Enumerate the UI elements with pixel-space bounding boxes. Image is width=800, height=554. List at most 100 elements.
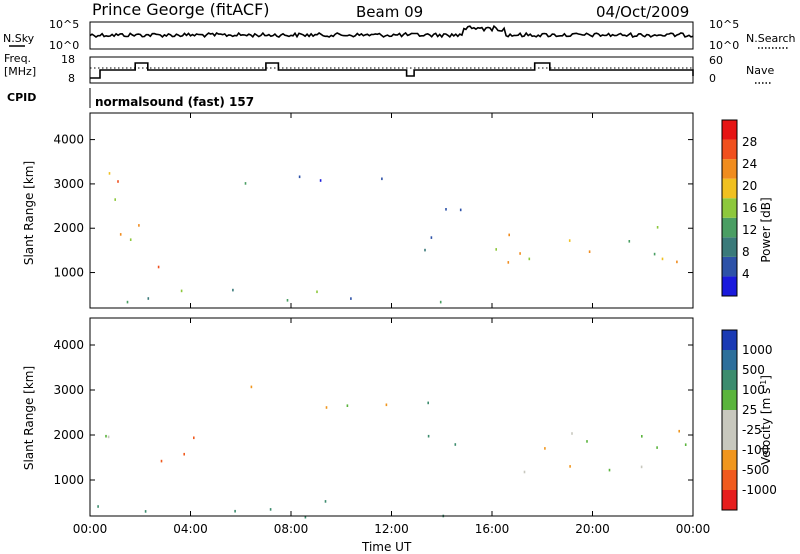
velocity-colorbar-label-text: Velocity [m s xyxy=(759,388,773,465)
power-panel: 1000 2000 3000 4000 Slant Range [km] xyxy=(22,112,694,309)
data-cell xyxy=(232,288,234,292)
colorbar-segment xyxy=(722,178,737,199)
beam-title: Beam 09 xyxy=(356,3,423,21)
data-cell xyxy=(117,180,119,183)
data-cell xyxy=(286,299,289,302)
data-cell xyxy=(107,435,110,439)
data-cell xyxy=(319,179,322,182)
time-tick-label: 00:00 xyxy=(73,522,108,536)
data-cell xyxy=(183,452,185,456)
noise-right-tick-bottom: 10^0 xyxy=(709,39,739,52)
time-axis-label: Time UT xyxy=(361,540,412,554)
time-tick-label: 12:00 xyxy=(374,522,409,536)
data-cell xyxy=(269,508,272,511)
data-cell xyxy=(628,240,631,243)
y-tick-label: 1000 xyxy=(53,266,84,280)
data-cell xyxy=(586,440,588,443)
data-cell xyxy=(439,300,442,304)
colorbar-tick-label: 20 xyxy=(742,179,757,193)
noise-left-tick-top: 10^5 xyxy=(49,18,79,31)
data-cell xyxy=(568,239,571,242)
data-cell xyxy=(325,406,328,409)
velocity-colorbar: -1000 -500 -100 -25 25 100 500 1000 xyxy=(721,329,777,511)
data-cell xyxy=(244,182,247,185)
velocity-panel-bg xyxy=(90,318,693,516)
cpid-program: normalsound (fast) 157 xyxy=(95,95,254,109)
colorbar-segment xyxy=(722,139,737,160)
colorbar-tick-label: -25 xyxy=(742,423,762,437)
power-axis: 1000 2000 3000 4000 xyxy=(53,133,693,280)
colorbar-segment xyxy=(722,256,737,277)
data-cell xyxy=(138,224,140,227)
power-colorbar: 4 8 12 16 20 24 28 xyxy=(721,119,757,297)
y-tick-label: 2000 xyxy=(53,221,84,235)
data-cell xyxy=(588,250,591,253)
colorbar-segment xyxy=(722,120,737,140)
data-cell xyxy=(350,297,352,300)
colorbar-tick-label: 100 xyxy=(742,383,765,397)
data-cell xyxy=(346,404,349,407)
freq-right-label: Nave xyxy=(746,64,774,77)
data-cell xyxy=(653,252,656,256)
colorbar-tick-label: 1000 xyxy=(742,343,773,357)
data-cell xyxy=(144,510,147,513)
data-cell xyxy=(656,226,659,229)
data-cell xyxy=(298,175,301,179)
y-tick-label: 3000 xyxy=(53,177,84,191)
velocity-data-layer xyxy=(97,385,687,519)
data-cell xyxy=(641,435,643,438)
date-title: 04/Oct/2009 xyxy=(596,3,689,21)
data-cell xyxy=(250,385,253,389)
colorbar-frame xyxy=(721,119,738,297)
y-tick-label: 4000 xyxy=(53,338,84,352)
data-cell xyxy=(508,233,510,237)
power-data-layer xyxy=(108,172,678,304)
data-cell xyxy=(316,290,318,294)
cpid-label: CPID xyxy=(7,91,36,104)
time-tick-label: 16:00 xyxy=(475,522,510,536)
colorbar-tick-label: 500 xyxy=(742,363,765,377)
data-cell xyxy=(324,500,327,503)
velocity-colorbar-label: Velocity [m s-1] xyxy=(759,375,774,465)
data-cell xyxy=(523,470,526,474)
colorbar-segment xyxy=(722,430,737,450)
colorbar-tick-label: 25 xyxy=(742,403,757,417)
data-cell xyxy=(160,459,163,463)
time-tick-label: 20:00 xyxy=(575,522,610,536)
data-cell xyxy=(304,515,307,519)
colorbar-segment xyxy=(722,450,737,470)
data-cell xyxy=(180,289,183,293)
colorbar-tick-label: 12 xyxy=(742,223,757,237)
data-cell xyxy=(234,509,236,513)
velocity-ylabel: Slant Range [km] xyxy=(22,366,36,470)
colorbar-segment xyxy=(722,237,737,257)
data-cell xyxy=(427,401,429,405)
y-tick-label: 3000 xyxy=(53,383,84,397)
data-cell xyxy=(608,468,611,472)
data-cell xyxy=(105,434,107,438)
colorbar-tick-label: 8 xyxy=(742,245,750,259)
colorbar-segment xyxy=(722,370,737,390)
power-ylabel: Slant Range [km] xyxy=(22,161,36,265)
freq-right-tick-bottom: 0 xyxy=(709,72,716,85)
data-cell xyxy=(381,177,383,181)
data-cell xyxy=(119,233,122,236)
colorbar-segment xyxy=(722,390,737,410)
colorbar-tick-label: 28 xyxy=(742,135,757,149)
data-cell xyxy=(454,443,457,446)
velocity-axis: 1000 2000 3000 4000 xyxy=(53,338,693,487)
colorbar-tick-label: -1000 xyxy=(742,483,777,497)
freq-left-tick-bottom: 8 xyxy=(68,72,75,85)
data-cell xyxy=(108,172,111,175)
colorbar-segment xyxy=(722,159,737,179)
data-cell xyxy=(661,257,664,261)
data-cell xyxy=(676,260,678,264)
colorbar-segment xyxy=(722,410,737,430)
data-cell xyxy=(519,252,521,255)
data-cell xyxy=(571,432,573,435)
data-cell xyxy=(97,505,99,508)
colorbar-segment xyxy=(722,350,737,370)
colorbar-tick-label: -100 xyxy=(742,443,769,457)
freq-left-label-1: Freq. xyxy=(4,52,31,65)
time-axis: 00:00 04:00 08:00 12:00 16:00 20:00 00:00 xyxy=(73,113,710,536)
